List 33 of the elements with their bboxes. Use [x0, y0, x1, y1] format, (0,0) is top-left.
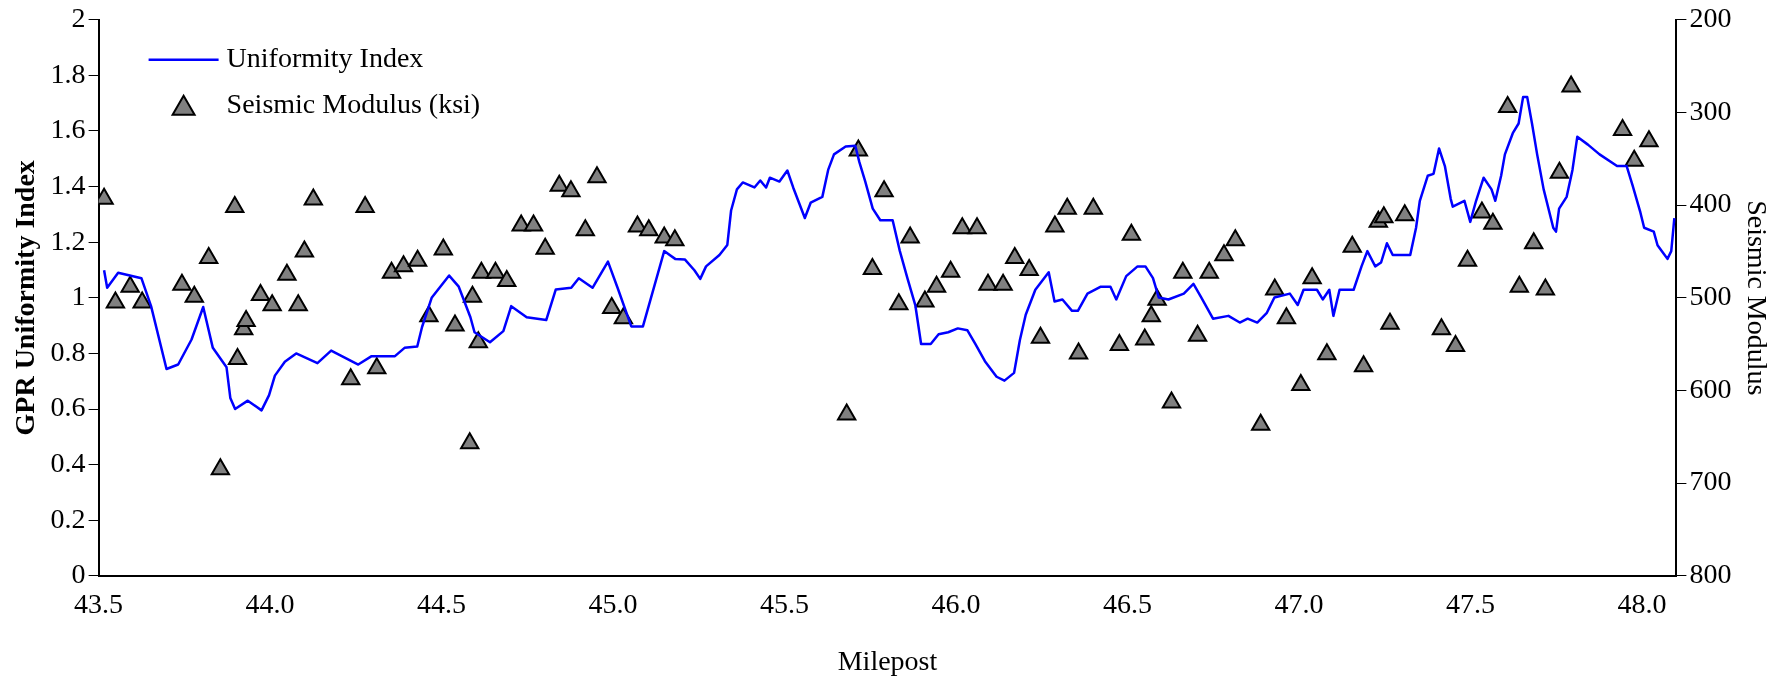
- x-tick-label: 44.0: [245, 587, 295, 619]
- y-tick-label: 1: [71, 280, 86, 312]
- y2-tick-label: 300: [1689, 94, 1732, 126]
- x-tick-label: 44.5: [417, 587, 467, 619]
- y-tick-label: 0.8: [50, 335, 86, 367]
- y2-tick-label: 600: [1689, 372, 1732, 404]
- y2-tick-label: 200: [1689, 2, 1732, 34]
- y-tick-label: 1.6: [50, 113, 86, 145]
- x-tick-label: 45.0: [588, 587, 638, 619]
- y2-tick-label: 400: [1689, 187, 1732, 219]
- y-tick-label: 0.6: [50, 391, 86, 423]
- y2-axis-title: Seismic Modulus: [1741, 200, 1773, 396]
- x-tick-label: 48.0: [1617, 587, 1667, 619]
- x-tick-label: 45.5: [760, 587, 810, 619]
- x-tick-label: 46.0: [931, 587, 981, 619]
- y-tick-label: 1.2: [50, 224, 86, 256]
- x-axis-title: Milepost: [837, 644, 938, 676]
- x-tick-label: 47.0: [1274, 587, 1324, 619]
- y-tick-label: 0: [71, 558, 86, 590]
- y-tick-label: 1.4: [50, 168, 86, 200]
- y-tick-label: 2: [71, 2, 86, 34]
- x-tick-label: 46.5: [1103, 587, 1153, 619]
- legend-label: Seismic Modulus (ksi): [226, 88, 481, 120]
- legend-label: Uniformity Index: [226, 42, 424, 74]
- y-axis-title: GPR Uniformity Index: [9, 160, 41, 436]
- x-tick-label: 47.5: [1446, 587, 1496, 619]
- x-tick-label: 43.5: [74, 587, 124, 619]
- y2-tick-label: 700: [1689, 465, 1732, 497]
- y-tick-label: 0.4: [50, 446, 86, 478]
- y2-tick-label: 800: [1689, 558, 1732, 590]
- y2-tick-label: 500: [1689, 280, 1732, 312]
- y-tick-label: 0.2: [50, 502, 86, 534]
- y-tick-label: 1.8: [50, 57, 86, 89]
